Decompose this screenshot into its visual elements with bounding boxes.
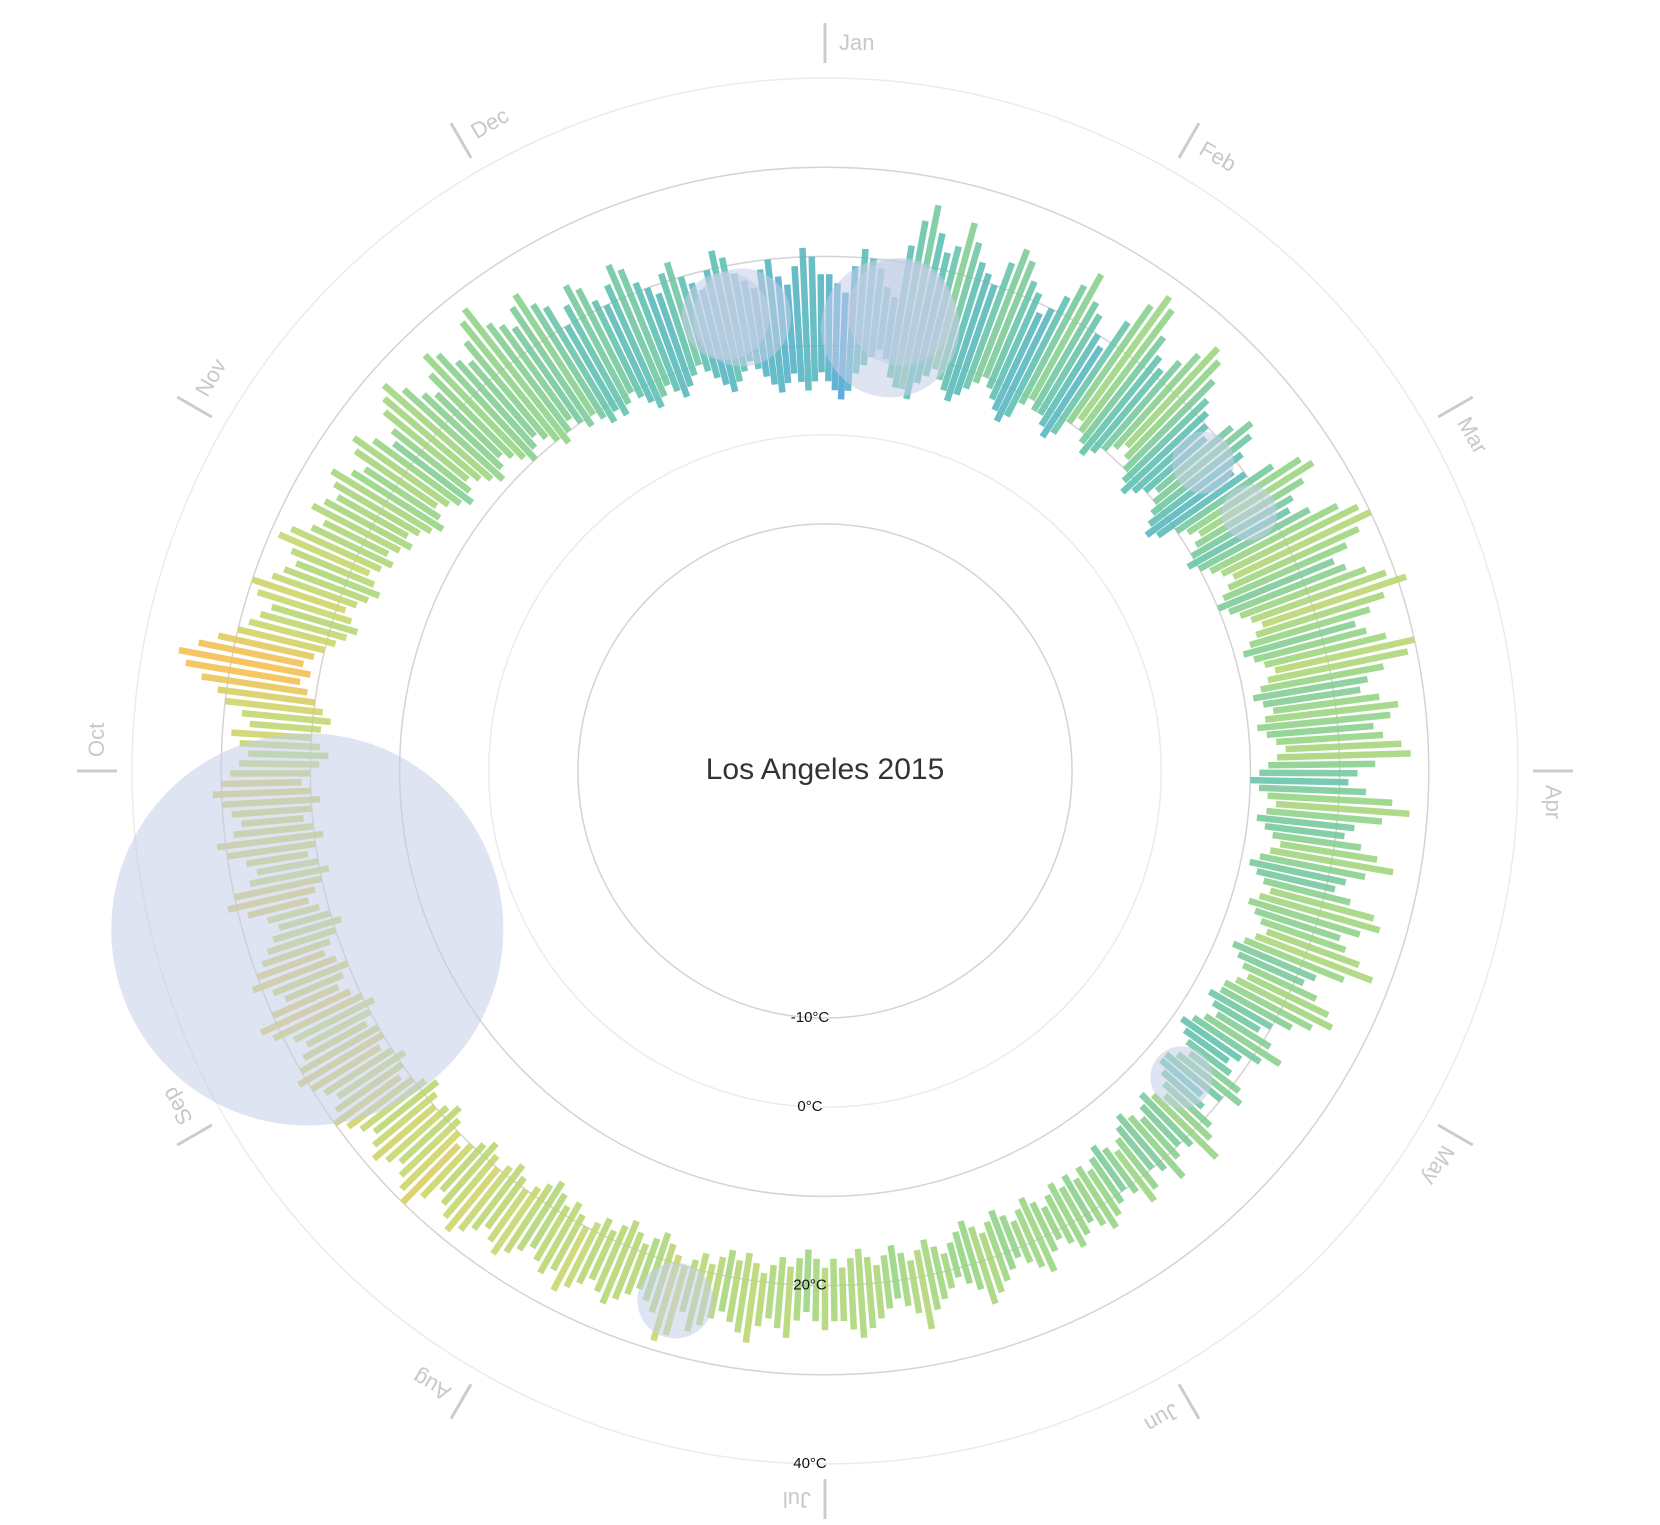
rain-bubble (693, 268, 791, 366)
month-axis: Jan (825, 23, 874, 63)
temperature-bar (876, 1265, 882, 1318)
month-label: Nov (190, 354, 231, 400)
month-tick (451, 123, 471, 158)
month-tick (451, 1384, 471, 1419)
temperature-bar (250, 724, 321, 730)
month-tick (1438, 1125, 1473, 1145)
chart-title: Los Angeles 2015 (706, 753, 945, 786)
temperature-bar (850, 1258, 854, 1329)
temperature-bar (786, 1267, 791, 1338)
month-tick (1438, 397, 1473, 417)
month-label: Mar (1452, 413, 1493, 458)
temperature-bar (1286, 744, 1402, 749)
rain-bubble (1172, 432, 1234, 494)
rain-bubble (1222, 485, 1277, 540)
month-tick (177, 1125, 212, 1145)
month-axis: May (1410, 1125, 1472, 1193)
temperature-bar (1268, 764, 1375, 765)
month-axis: Feb (1179, 123, 1244, 184)
month-axis: Aug (405, 1358, 471, 1419)
month-label: Jul (783, 1487, 811, 1512)
temperature-bar (1277, 753, 1411, 757)
month-axis: Mar (1438, 397, 1499, 462)
rain-bubble (847, 258, 954, 365)
month-axis: Jul (783, 1479, 825, 1519)
month-label: Oct (84, 723, 109, 757)
month-label: May (1417, 1141, 1459, 1189)
month-tick (1179, 1384, 1199, 1419)
temperature-bar (884, 1255, 890, 1308)
temperature-bar (768, 1265, 774, 1318)
month-axis: Apr (1533, 771, 1573, 819)
month-label: Jun (1140, 1398, 1183, 1437)
temperature-bar (867, 1257, 873, 1328)
temperature-bar (842, 1267, 844, 1320)
rain-bubble (1150, 1046, 1212, 1108)
temperature-bar (812, 257, 815, 382)
month-axis: Dec (451, 97, 517, 158)
temperature-bar (858, 1249, 864, 1338)
month-label: Feb (1195, 136, 1240, 177)
month-label: Jan (839, 30, 874, 55)
rain-bubble (637, 1263, 713, 1339)
temperature-bar (1259, 788, 1366, 792)
month-label: Aug (408, 1365, 454, 1406)
month-axis: Nov (177, 351, 238, 417)
month-label: Dec (467, 103, 513, 144)
temperature-bar (891, 1245, 898, 1298)
month-axis: Oct (77, 723, 117, 771)
r-tick-label: 40°C (793, 1455, 827, 1472)
r-tick-label: 20°C (793, 1277, 827, 1294)
month-axis: Jun (1136, 1384, 1199, 1443)
temperature-bar (833, 1259, 834, 1321)
month-tick (1179, 123, 1199, 158)
month-label: Sep (157, 1083, 198, 1129)
r-tick-label: 0°C (797, 1098, 822, 1115)
temperature-bar (777, 1257, 783, 1328)
month-label: Apr (1541, 785, 1566, 819)
month-tick (177, 397, 212, 417)
temperature-bar (1250, 780, 1348, 782)
rain-bubble (111, 733, 503, 1125)
r-tick-label: -10°C (791, 1009, 830, 1026)
